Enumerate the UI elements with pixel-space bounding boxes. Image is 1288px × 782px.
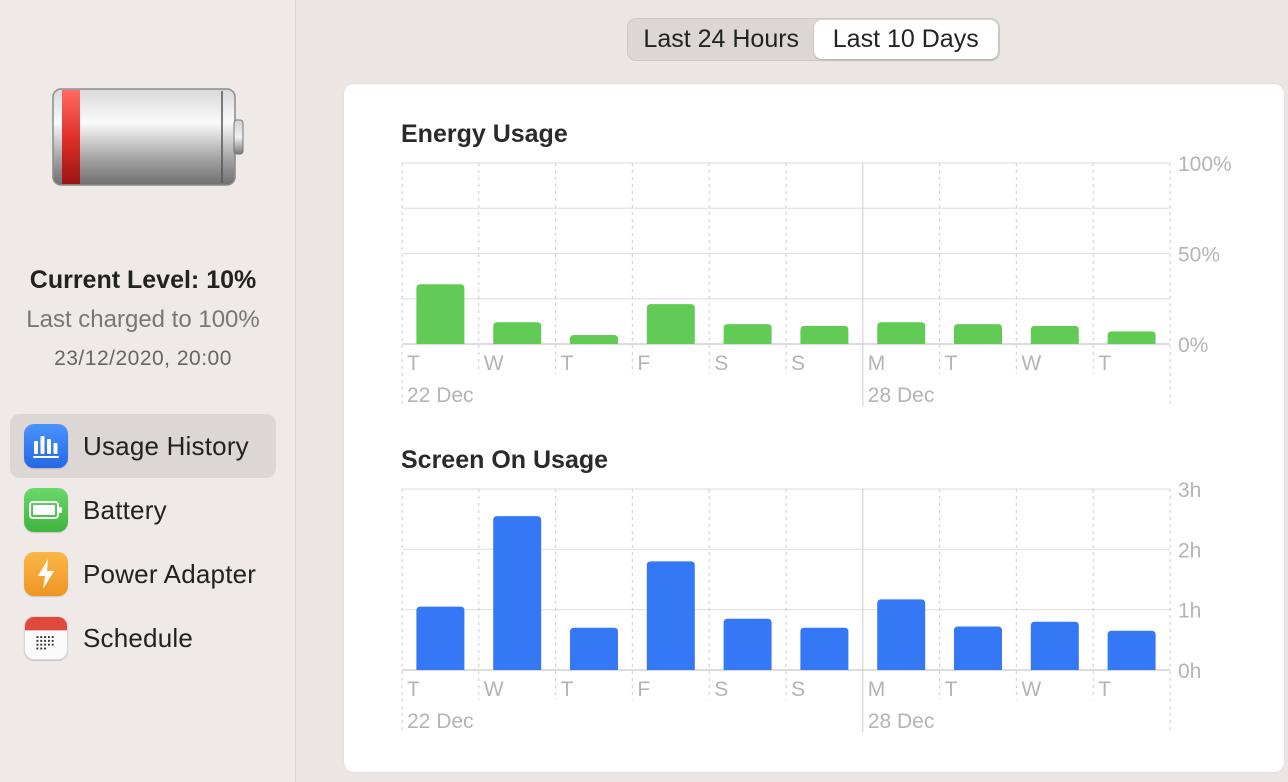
x-tick-label: W <box>1021 352 1041 375</box>
screen-on-usage-title: Screen On Usage <box>401 446 609 474</box>
battery-level-icon <box>52 88 244 186</box>
bar[interactable] <box>723 324 772 344</box>
sidebar-item-battery[interactable]: Battery <box>10 478 276 542</box>
date-label: 28 Dec <box>868 384 935 407</box>
bar[interactable] <box>493 322 542 344</box>
bar[interactable] <box>800 627 849 670</box>
sidebar: Current Level: 10% Last charged to 100% … <box>0 0 296 782</box>
bar[interactable] <box>416 284 465 344</box>
bar[interactable] <box>954 626 1002 670</box>
x-tick-label: M <box>868 678 886 701</box>
bar[interactable] <box>646 304 695 344</box>
y-tick-label: 0% <box>1178 334 1208 357</box>
x-tick-label: T <box>561 678 574 701</box>
x-tick-label: W <box>484 678 504 701</box>
battery-icon <box>24 488 68 532</box>
x-tick-label: T <box>561 352 574 375</box>
date-label: 22 Dec <box>407 384 474 407</box>
time-range-control: Last 24 Hours Last 10 Days <box>627 18 1000 61</box>
bar[interactable] <box>646 561 695 670</box>
y-tick-label: 0h <box>1178 660 1201 683</box>
bar[interactable] <box>570 627 618 670</box>
energy-usage-chart: 0% 50% 100% T W T F S S M T W T 22 Dec 28 Dec <box>401 156 1232 407</box>
x-tick-label: T <box>945 352 958 375</box>
x-tick-label: T <box>407 352 420 375</box>
lightning-icon <box>24 552 68 596</box>
bar[interactable] <box>493 516 542 670</box>
y-tick-label: 100% <box>1178 156 1232 176</box>
x-tick-label: F <box>637 352 650 375</box>
bar[interactable] <box>1030 621 1079 670</box>
x-tick-label: T <box>1098 352 1111 375</box>
bar-chart-icon <box>24 424 68 468</box>
date-label: 28 Dec <box>868 710 935 733</box>
current-level-text: Current Level: 10% <box>29 266 257 294</box>
usage-history-panel: Energy Usage 0% 50% 100% T W T F S S M T W T 22 Dec 28… <box>344 84 1284 772</box>
bar[interactable] <box>1107 331 1156 344</box>
date-label: 22 Dec <box>407 710 474 733</box>
bar[interactable] <box>877 599 926 670</box>
x-tick-label: T <box>945 678 958 701</box>
last-24-hours-tab[interactable]: Last 24 Hours <box>643 25 800 53</box>
bar[interactable] <box>800 325 849 344</box>
y-tick-label: 50% <box>1178 244 1220 267</box>
sidebar-nav: Usage History Battery Power Adapter <box>10 414 276 670</box>
sidebar-item-schedule[interactable]: Schedule <box>10 606 276 670</box>
y-tick-label: 2h <box>1178 539 1201 562</box>
bar[interactable] <box>877 322 926 344</box>
bar[interactable] <box>954 324 1002 344</box>
energy-usage-title: Energy Usage <box>401 120 568 148</box>
bar[interactable] <box>416 606 465 670</box>
x-tick-label: S <box>791 678 805 701</box>
x-tick-label: S <box>714 352 728 375</box>
screen-on-usage-chart: 0h 1h 2h 3h T W T F S S M T W T 22 Dec 28 Dec <box>401 482 1201 733</box>
bar[interactable] <box>723 618 772 670</box>
chart-grid <box>401 162 1171 406</box>
sidebar-item-label: Power Adapter <box>83 558 257 589</box>
x-tick-label: W <box>484 352 504 375</box>
bar[interactable] <box>570 334 618 344</box>
calendar-icon <box>24 616 68 660</box>
sidebar-item-power-adapter[interactable]: Power Adapter <box>10 542 276 606</box>
x-tick-label: T <box>1098 678 1111 701</box>
sidebar-item-usage-history[interactable]: Usage History <box>10 414 276 478</box>
bar[interactable] <box>1030 325 1079 344</box>
sidebar-item-label: Schedule <box>83 622 194 653</box>
last-charged-text: Last charged to 100% <box>26 306 260 333</box>
x-tick-label: M <box>868 352 886 375</box>
x-tick-label: S <box>714 678 728 701</box>
x-tick-label: S <box>791 352 805 375</box>
bar[interactable] <box>1107 630 1156 670</box>
y-tick-label: 3h <box>1178 482 1201 502</box>
y-tick-label: 1h <box>1178 600 1201 623</box>
x-tick-label: T <box>407 678 420 701</box>
sidebar-item-label: Usage History <box>83 430 249 461</box>
sidebar-item-label: Battery <box>83 494 167 525</box>
x-tick-label: F <box>637 678 650 701</box>
x-tick-label: W <box>1021 678 1041 701</box>
last-10-days-tab[interactable]: Last 10 Days <box>813 20 998 59</box>
last-charged-date: 23/12/2020, 20:00 <box>54 347 232 370</box>
